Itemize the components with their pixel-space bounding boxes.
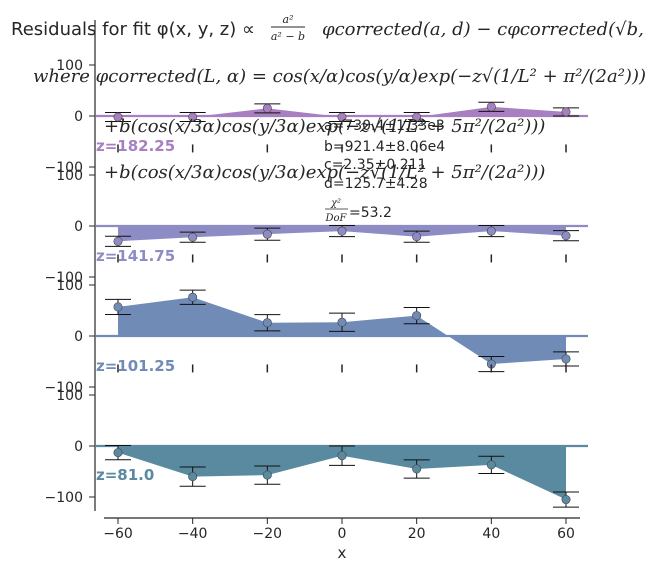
panel-3: −100 0 100 z=81.0 [45,364,588,508]
data-point-1-0 [113,236,123,246]
title-line1: Residuals for fit φ(x, y, z) ∝ [11,19,255,40]
title-line2: where φcorrected(L, α) = cos(x/α)cos(y/α… [33,66,646,87]
y-tick-label-1-2: 100 [56,168,83,184]
data-point-3-0 [113,448,123,458]
data-point-2-2 [262,318,272,328]
data-point-1-6 [561,231,571,241]
data-point-1-4 [412,232,422,242]
annotation-c: c=2.35±0.211 [324,157,426,173]
data-point-2-1 [188,292,198,302]
data-point-1-2 [262,229,272,239]
data-point-2-6 [561,354,571,364]
data-point-0-5 [486,102,496,112]
panel-2: −100 0 100 z=101.25 [45,254,588,396]
data-point-2-3 [337,317,347,327]
annotation-a: a=730.4±1.33e3 [324,118,445,134]
data-point-3-6 [561,495,571,505]
annotation-d: d=125.7±4.28 [324,176,428,192]
fit-annotations: a=730.4±1.33e3 b=921.4±8.06e4 c=2.35±0.2… [324,118,445,224]
data-point-3-1 [188,472,198,482]
title-line4: +b(cos(x/3α)cos(y/3α)exp(−z√(1/L² + 5π²/… [104,162,545,183]
data-point-0-4 [412,112,422,122]
y-tick-label-1-0: −100 [45,270,83,286]
series-label-0: z=182.25 [96,137,175,155]
annotation-b: b=921.4±8.06e4 [324,139,445,155]
area-1 [118,226,566,242]
y-tick-label-0-2: 100 [56,58,83,74]
x-tick-label-1: −40 [178,526,208,542]
x-tick-label-0: −60 [103,526,133,542]
data-point-1-5 [486,226,496,236]
y-tick-label-2-1: 0 [74,329,83,345]
title-fraction: a² a² − b [271,13,305,43]
y-tick-label-3-0: −100 [45,490,83,506]
y-tick-label-2-2: 100 [56,278,83,294]
chart-title: Residuals for fit φ(x, y, z) ∝ a² a² − b… [11,13,648,183]
x-ticks: −60 −40 −20 0 20 40 60 [103,518,575,542]
data-point-0-3 [337,112,347,122]
panels-layer: −100 0 100 z=182.25 −100 0 100 z=141.75 −100 0 100… [45,58,588,508]
series-label-2: z=101.25 [96,357,175,375]
x-tick-label-3: 0 [338,526,347,542]
area-3 [118,446,566,500]
title-frac-den: a² − b [271,30,305,43]
axes-layer [94,20,580,519]
y-tick-label-2-0: −100 [45,380,83,396]
annotation-chi-den: DoF [325,213,348,224]
x-tick-label-4: 20 [408,526,426,542]
x-axis-label: x [338,544,347,562]
x-tick-label-5: 40 [482,526,500,542]
series-label-1: z=141.75 [96,247,175,265]
data-point-3-3 [337,451,347,461]
x-tick-label-6: 60 [557,526,575,542]
y-tick-label-3-2: 100 [56,388,83,404]
data-point-3-4 [412,464,422,474]
series-label-3: z=81.0 [96,466,154,484]
data-point-0-1 [188,112,198,122]
annotation-chi-value: =53.2 [349,205,392,221]
y-tick-label-0-0: −100 [45,160,83,176]
title-line3: +b(cos(x/3α)cos(y/3α)exp(−z√(1/L² + 5π²/… [104,116,545,137]
title-frac-num: a² [283,13,294,26]
y-tick-label-0-1: 0 [74,109,83,125]
area-0 [118,106,566,118]
annotation-chi-num: χ² [330,198,341,209]
data-point-2-4 [412,311,422,321]
data-point-3-5 [486,460,496,470]
data-point-1-3 [337,226,347,236]
y-tick-label-1-1: 0 [74,219,83,235]
data-point-0-0 [113,112,123,122]
data-point-0-6 [561,107,571,117]
title-line1-suffix: φcorrected(a, d) − cφcorrected(√b, d) [322,19,648,40]
x-tick-label-2: −20 [253,526,283,542]
data-point-1-1 [188,232,198,242]
data-point-0-2 [262,103,272,113]
panel-1: −100 0 100 z=141.75 [45,144,588,286]
panel-0: −100 0 100 z=182.25 [45,58,588,176]
y-tick-label-3-1: 0 [74,439,83,455]
data-point-3-2 [262,470,272,480]
data-point-2-0 [113,302,123,312]
